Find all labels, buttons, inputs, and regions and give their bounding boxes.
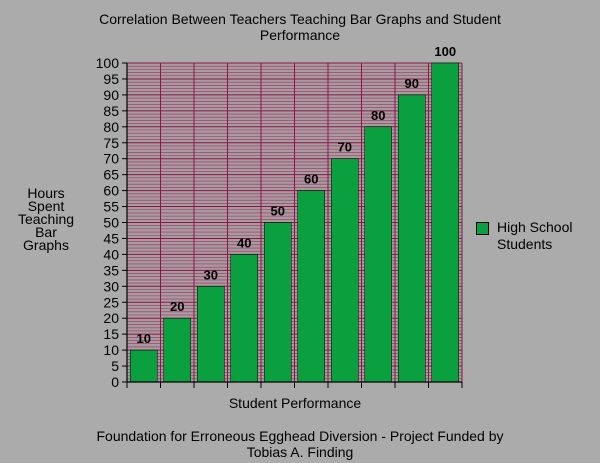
bar-data-label: 10 — [137, 331, 151, 346]
chart-title: Correlation Between Teachers Teaching Ba… — [0, 11, 600, 43]
y-tick-label: 65 — [103, 167, 119, 183]
bar-data-label: 60 — [304, 172, 318, 187]
legend-label-line: Students — [497, 236, 553, 252]
y-tick-label: 55 — [103, 199, 119, 215]
legend-label: High School Students — [497, 219, 587, 253]
bar — [297, 190, 325, 383]
legend-label-line: High School — [497, 219, 573, 235]
footer-line: Foundation for Erroneous Egghead Diversi… — [96, 428, 504, 444]
bar — [230, 254, 258, 383]
bar — [364, 126, 392, 383]
y-tick-label: 30 — [103, 278, 119, 294]
footer-line: Tobias A. Finding — [246, 444, 354, 460]
y-tick-label: 10 — [103, 342, 119, 358]
y-tick-label: 85 — [103, 103, 119, 119]
y-tick-label: 20 — [103, 310, 119, 326]
y-tick-label: 100 — [96, 55, 120, 71]
bar-data-label: 90 — [405, 76, 419, 91]
legend: High School Students — [476, 219, 587, 253]
bar — [331, 158, 359, 383]
bar — [264, 222, 292, 383]
y-tick-label: 70 — [103, 151, 119, 167]
y-tick-label: 95 — [103, 71, 119, 87]
bar — [398, 94, 426, 383]
bar-data-label: 70 — [338, 140, 352, 155]
y-tick-label: 25 — [103, 294, 119, 310]
bar — [197, 286, 225, 383]
y-tick-label: 5 — [111, 358, 119, 374]
bar-data-label: 80 — [371, 108, 385, 123]
y-tick-label: 45 — [103, 230, 119, 246]
y-axis-label-line: Bar — [35, 224, 57, 240]
bar — [431, 62, 459, 383]
legend-swatch — [476, 222, 489, 235]
y-axis-label-line: Spent — [27, 198, 65, 214]
bar — [130, 349, 158, 383]
y-tick-label: 0 — [111, 374, 119, 390]
y-tick-label: 40 — [103, 246, 119, 262]
y-axis-label-line: Teaching — [17, 211, 75, 227]
bar — [163, 317, 191, 383]
footer-credit: Foundation for Erroneous Egghead Diversi… — [0, 428, 600, 460]
bar-data-label: 100 — [434, 44, 456, 59]
y-tick-label: 15 — [103, 326, 119, 342]
bar-data-label: 40 — [237, 235, 251, 250]
y-tick-label: 35 — [103, 262, 119, 278]
y-axis-label-line: Hours — [27, 185, 65, 201]
y-tick-label: 90 — [103, 87, 119, 103]
chart-title-line: Performance — [259, 27, 341, 43]
bar-data-label: 30 — [204, 267, 218, 282]
y-tick-label: 50 — [103, 215, 119, 231]
y-tick-label: 60 — [103, 183, 119, 199]
bar-data-label: 20 — [170, 299, 184, 314]
chart-title-line: Correlation Between Teachers Teaching Ba… — [99, 11, 501, 27]
y-axis-label: Hours Spent Teaching Bar Graphs — [6, 185, 86, 253]
y-axis-label-line: Graphs — [23, 237, 69, 253]
bar-data-label: 50 — [271, 204, 285, 219]
y-tick-label: 80 — [103, 119, 119, 135]
x-axis-label: Student Performance — [228, 395, 362, 411]
y-tick-label: 75 — [103, 135, 119, 151]
